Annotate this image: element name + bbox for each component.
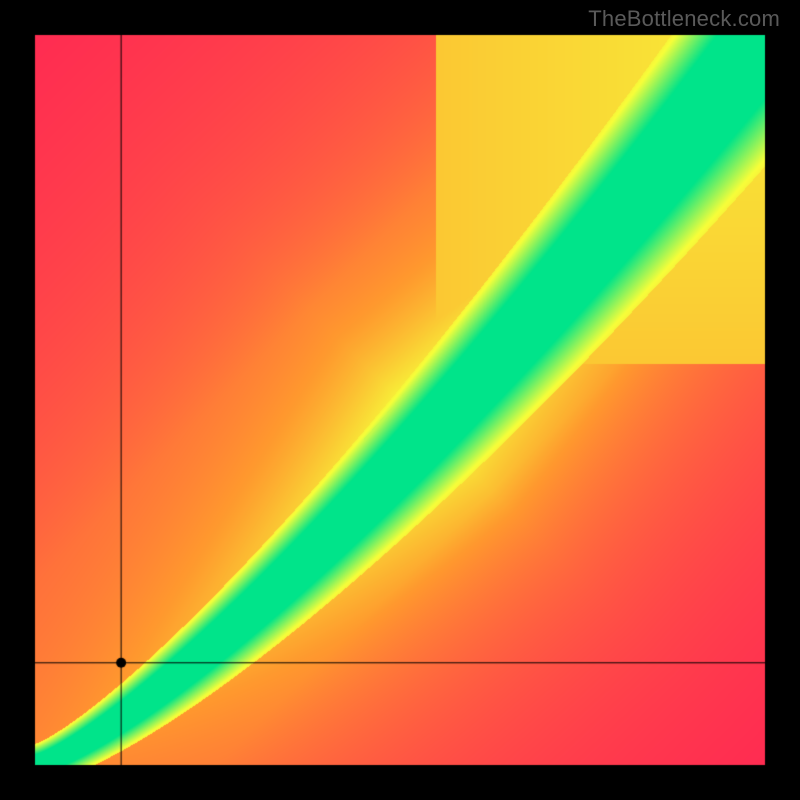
- watermark-text: TheBottleneck.com: [588, 6, 780, 32]
- chart-container: TheBottleneck.com: [0, 0, 800, 800]
- bottleneck-heatmap: [0, 0, 800, 800]
